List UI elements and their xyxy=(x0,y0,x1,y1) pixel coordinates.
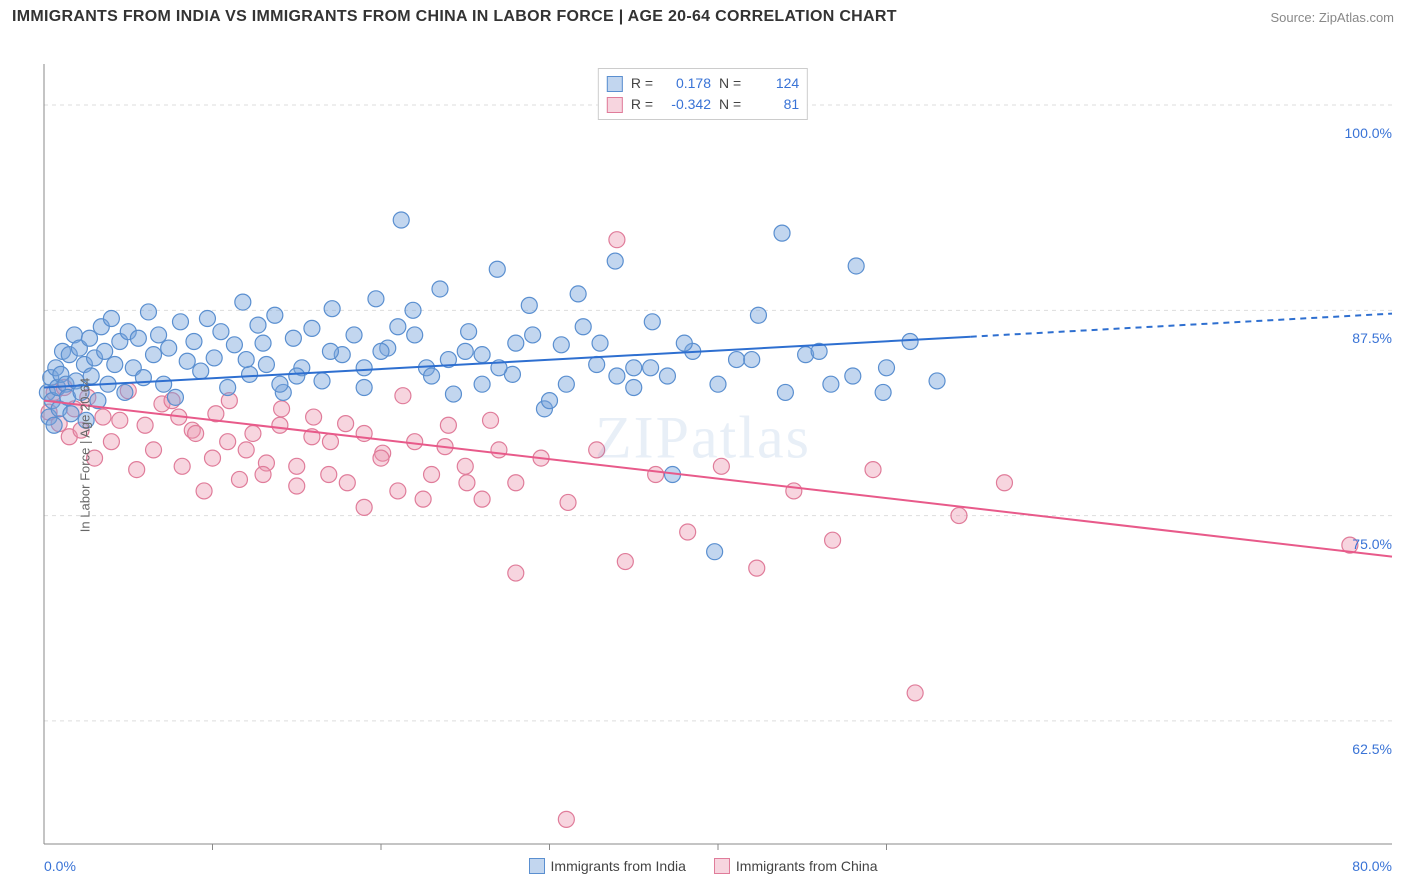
y-tick-label: 75.0% xyxy=(1352,536,1392,552)
legend-swatch-china xyxy=(714,858,730,874)
chart-title: IMMIGRANTS FROM INDIA VS IMMIGRANTS FROM… xyxy=(12,8,897,26)
swatch-india xyxy=(607,76,623,92)
legend-item-china: Immigrants from China xyxy=(714,858,878,874)
chart-area: In Labor Force | Age 20-64 ZIPatlas R = … xyxy=(0,30,1406,880)
swatch-china xyxy=(607,97,623,113)
source-attribution: Source: ZipAtlas.com xyxy=(1270,10,1394,25)
legend-item-india: Immigrants from India xyxy=(529,858,686,874)
n-label: N = xyxy=(719,94,741,115)
r-label: R = xyxy=(631,73,653,94)
n-value-india: 124 xyxy=(749,73,799,94)
r-label: R = xyxy=(631,94,653,115)
stat-row-india: R = 0.178 N = 124 xyxy=(607,73,799,94)
y-axis-label: In Labor Force | Age 20-64 xyxy=(78,378,93,532)
n-label: N = xyxy=(719,73,741,94)
correlation-legend: R = 0.178 N = 124 R = -0.342 N = 81 xyxy=(598,68,808,120)
series-legend: Immigrants from India Immigrants from Ch… xyxy=(0,858,1406,874)
legend-swatch-india xyxy=(529,858,545,874)
n-value-china: 81 xyxy=(749,94,799,115)
legend-label-india: Immigrants from India xyxy=(551,858,686,874)
y-tick-label: 62.5% xyxy=(1352,741,1392,757)
y-tick-label: 87.5% xyxy=(1352,330,1392,346)
scatter-chart-svg xyxy=(0,30,1406,880)
r-value-india: 0.178 xyxy=(661,73,711,94)
r-value-china: -0.342 xyxy=(661,94,711,115)
stat-row-china: R = -0.342 N = 81 xyxy=(607,94,799,115)
legend-label-china: Immigrants from China xyxy=(736,858,878,874)
y-tick-label: 100.0% xyxy=(1345,125,1392,141)
